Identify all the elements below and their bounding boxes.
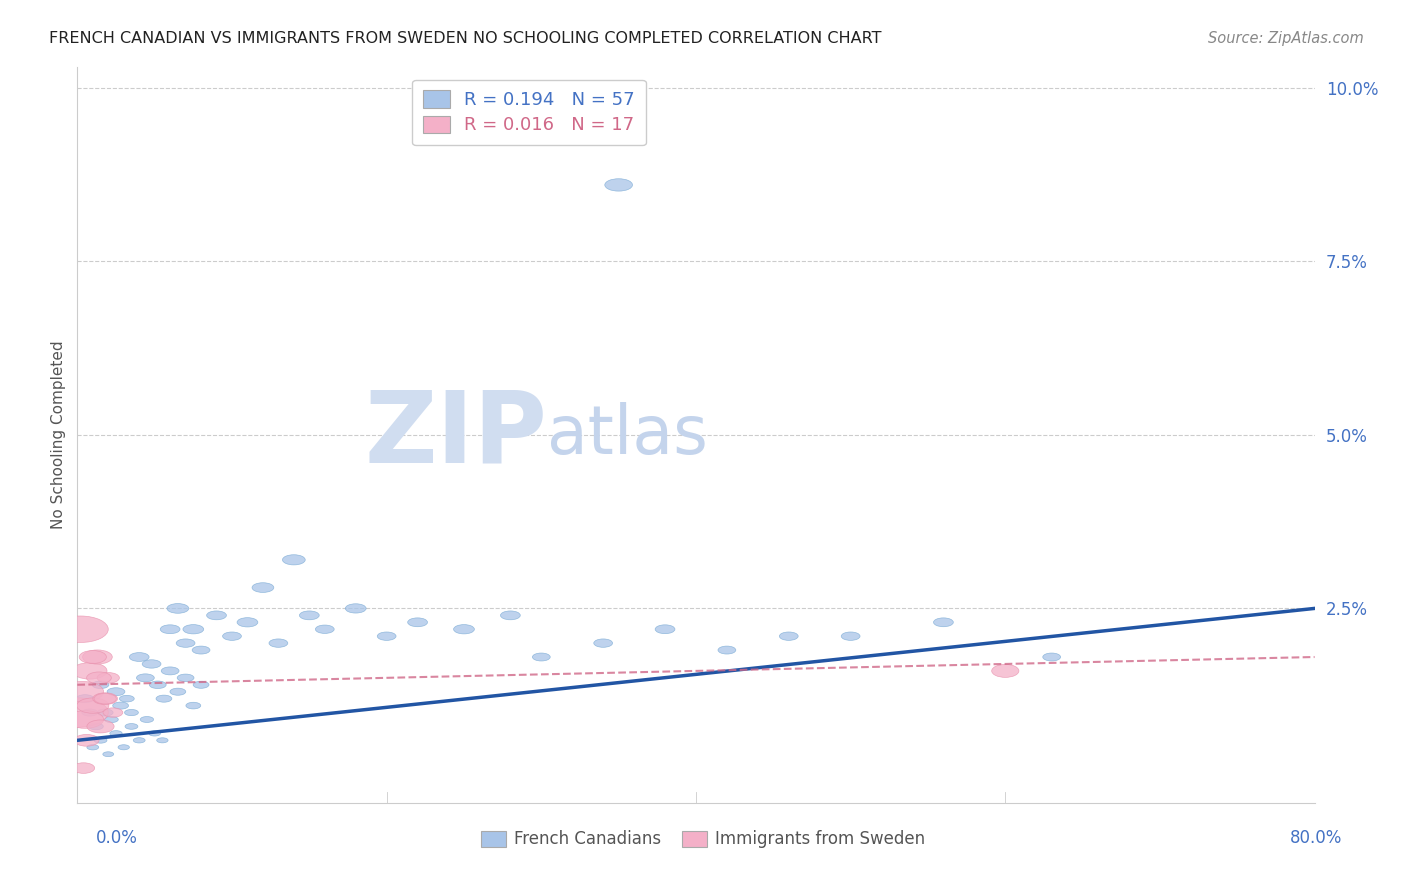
Ellipse shape <box>125 709 138 715</box>
Ellipse shape <box>77 698 108 714</box>
Ellipse shape <box>315 625 335 633</box>
Ellipse shape <box>97 673 120 683</box>
Ellipse shape <box>79 650 107 664</box>
Ellipse shape <box>718 646 735 654</box>
Ellipse shape <box>346 604 366 613</box>
Ellipse shape <box>107 688 125 696</box>
Ellipse shape <box>222 632 242 640</box>
Ellipse shape <box>655 624 675 633</box>
Ellipse shape <box>1043 653 1060 661</box>
Ellipse shape <box>136 673 155 681</box>
Y-axis label: No Schooling Completed: No Schooling Completed <box>51 341 66 529</box>
Ellipse shape <box>269 639 288 648</box>
Ellipse shape <box>593 639 613 648</box>
Ellipse shape <box>934 618 953 627</box>
Legend: R = 0.194   N = 57, R = 0.016   N = 17: R = 0.194 N = 57, R = 0.016 N = 17 <box>412 79 645 145</box>
Ellipse shape <box>83 650 112 664</box>
Ellipse shape <box>52 616 108 642</box>
Ellipse shape <box>501 611 520 620</box>
Ellipse shape <box>82 709 97 716</box>
Ellipse shape <box>170 689 186 695</box>
Ellipse shape <box>87 672 111 684</box>
Text: Source: ZipAtlas.com: Source: ZipAtlas.com <box>1208 31 1364 46</box>
Ellipse shape <box>841 632 860 640</box>
Ellipse shape <box>66 711 104 729</box>
Ellipse shape <box>991 665 1019 677</box>
Ellipse shape <box>186 702 201 709</box>
Ellipse shape <box>129 653 149 662</box>
Ellipse shape <box>87 720 114 733</box>
Ellipse shape <box>112 702 128 709</box>
Text: 0.0%: 0.0% <box>96 829 138 847</box>
Ellipse shape <box>46 698 108 727</box>
Ellipse shape <box>97 709 112 716</box>
Ellipse shape <box>193 681 209 689</box>
Ellipse shape <box>177 674 194 681</box>
Ellipse shape <box>283 555 305 565</box>
Ellipse shape <box>207 611 226 620</box>
Ellipse shape <box>252 582 274 592</box>
Ellipse shape <box>162 667 179 675</box>
Text: atlas: atlas <box>547 402 709 467</box>
Ellipse shape <box>141 716 153 723</box>
Ellipse shape <box>60 681 104 702</box>
Ellipse shape <box>377 632 396 640</box>
Ellipse shape <box>605 178 633 191</box>
Ellipse shape <box>156 738 169 743</box>
Ellipse shape <box>75 734 98 747</box>
Ellipse shape <box>103 708 122 717</box>
Ellipse shape <box>104 716 118 723</box>
Ellipse shape <box>103 752 114 756</box>
Ellipse shape <box>149 681 166 689</box>
Ellipse shape <box>160 624 180 633</box>
Ellipse shape <box>183 624 204 634</box>
Ellipse shape <box>125 723 138 730</box>
Ellipse shape <box>118 745 129 750</box>
Ellipse shape <box>193 646 209 654</box>
Ellipse shape <box>149 731 160 736</box>
Ellipse shape <box>134 738 145 743</box>
Ellipse shape <box>176 639 195 648</box>
Text: 80.0%: 80.0% <box>1291 829 1343 847</box>
Ellipse shape <box>408 618 427 627</box>
Ellipse shape <box>72 663 107 679</box>
Ellipse shape <box>156 695 172 702</box>
Ellipse shape <box>93 693 118 705</box>
Ellipse shape <box>167 604 188 614</box>
Ellipse shape <box>89 723 103 730</box>
Ellipse shape <box>142 660 160 668</box>
Ellipse shape <box>110 731 122 736</box>
Ellipse shape <box>94 693 117 704</box>
Ellipse shape <box>238 617 257 627</box>
Ellipse shape <box>94 738 107 743</box>
Ellipse shape <box>76 695 94 703</box>
Text: ZIP: ZIP <box>364 386 547 483</box>
Ellipse shape <box>93 681 108 689</box>
Ellipse shape <box>533 653 550 661</box>
Legend: French Canadians, Immigrants from Sweden: French Canadians, Immigrants from Sweden <box>474 824 932 855</box>
Ellipse shape <box>299 611 319 620</box>
Ellipse shape <box>779 632 799 640</box>
Ellipse shape <box>120 696 134 702</box>
Ellipse shape <box>454 624 474 634</box>
Ellipse shape <box>87 745 98 750</box>
Ellipse shape <box>72 763 94 773</box>
Text: FRENCH CANADIAN VS IMMIGRANTS FROM SWEDEN NO SCHOOLING COMPLETED CORRELATION CHA: FRENCH CANADIAN VS IMMIGRANTS FROM SWEDE… <box>49 31 882 46</box>
